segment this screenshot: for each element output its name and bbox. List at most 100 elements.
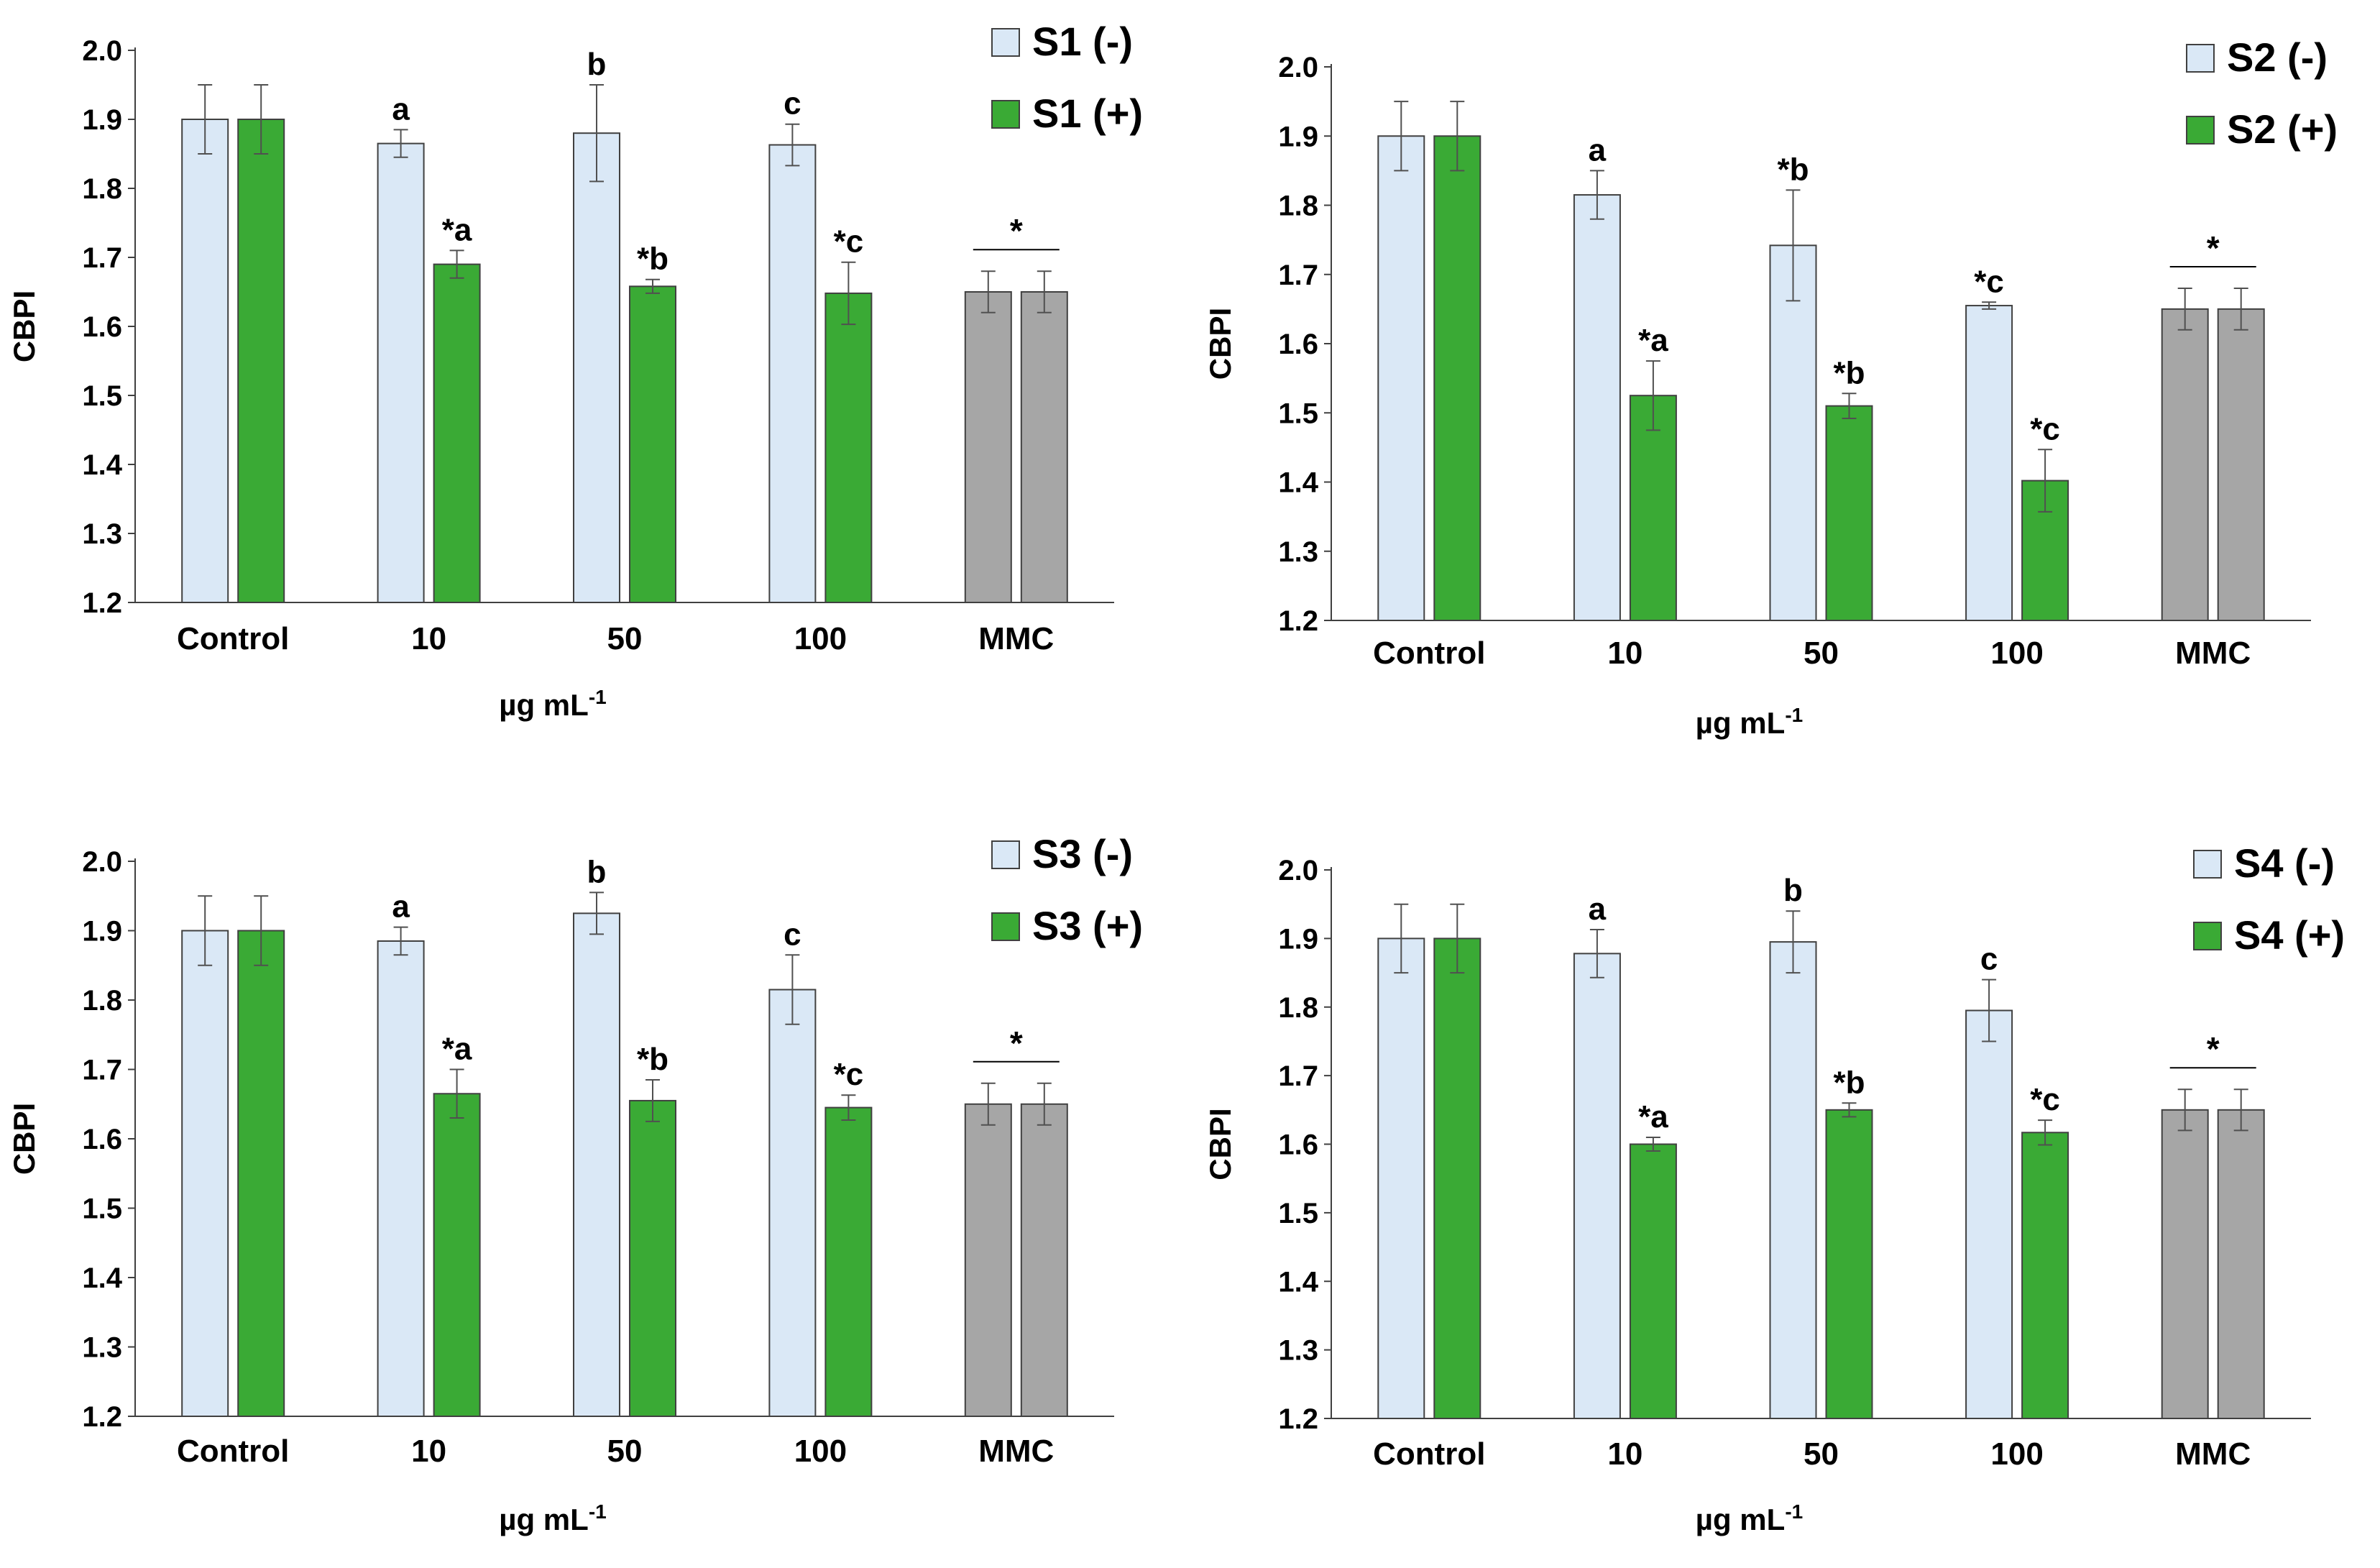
legend-swatch-plus bbox=[2186, 116, 2215, 145]
bar-s4-plus-control bbox=[1433, 937, 1481, 1419]
legend-swatch-minus bbox=[2186, 44, 2215, 73]
bar-s3-minus-50 bbox=[573, 912, 620, 1417]
significance-label: *c bbox=[1974, 264, 2004, 299]
y-tick-label: 1.7 bbox=[82, 1055, 122, 1086]
mmc-annotation: * bbox=[1010, 212, 1023, 249]
y-tick-label: 1.2 bbox=[82, 587, 122, 619]
x-tick-label: 10 bbox=[411, 1434, 446, 1469]
significance-label: a bbox=[1589, 891, 1607, 927]
y-tick-label: 2.0 bbox=[1278, 52, 1318, 83]
bar-s1-plus-100 bbox=[824, 292, 873, 603]
x-tick-label: 50 bbox=[1804, 636, 1839, 671]
x-axis-label-sup: -1 bbox=[1785, 704, 1803, 726]
bar-s3-minus-control bbox=[181, 930, 229, 1417]
bar-s3-plus-50 bbox=[629, 1099, 676, 1418]
legend-label: S3 (+) bbox=[1032, 903, 1143, 948]
y-tick-label: 1.7 bbox=[1278, 1060, 1318, 1092]
x-axis-label-base: µg mL bbox=[499, 688, 589, 722]
legend-label: S2 (-) bbox=[2227, 35, 2328, 80]
x-axis-label: µg mL-1 bbox=[1696, 704, 1803, 740]
y-tick-label: 1.2 bbox=[82, 1401, 122, 1433]
x-tick-label: Control bbox=[177, 621, 289, 656]
significance-label: *a bbox=[1638, 1099, 1668, 1134]
mmc-annotation: * bbox=[1010, 1024, 1023, 1062]
y-tick-label: 1.4 bbox=[1278, 467, 1318, 499]
bar-s4-plus-mmc bbox=[2217, 1109, 2265, 1419]
y-tick-label: 1.4 bbox=[1278, 1266, 1318, 1298]
bar-s4-plus-100 bbox=[2021, 1132, 2069, 1419]
bar-s4-minus-50 bbox=[1769, 941, 1817, 1420]
y-tick-label: 2.0 bbox=[82, 846, 122, 878]
bar-s1-minus-control bbox=[181, 119, 229, 603]
significance-label: *c bbox=[834, 224, 864, 260]
legend-swatch-minus bbox=[991, 28, 1020, 57]
y-axis-label: CBPI bbox=[7, 290, 41, 362]
y-tick-label: 1.5 bbox=[1278, 1198, 1318, 1229]
x-tick-label: Control bbox=[1373, 636, 1485, 671]
chart-panel-s3: 1.2 1.3 1.4 1.5 1.6 1.7 1.8 1.9 2.0 CBPI Control a *… bbox=[7, 831, 1143, 1536]
x-tick-label: 100 bbox=[1990, 636, 2043, 671]
y-tick-label: 1.5 bbox=[1278, 398, 1318, 429]
legend-swatch-minus bbox=[991, 840, 1020, 869]
significance-label: *b bbox=[637, 242, 668, 277]
x-tick-label: 50 bbox=[1804, 1436, 1839, 1472]
x-axis-label-sup: -1 bbox=[589, 686, 607, 708]
x-tick-label: MMC bbox=[978, 1434, 1054, 1469]
bar-s2-plus-control bbox=[1433, 135, 1481, 621]
y-tick-label: 1.5 bbox=[82, 380, 122, 412]
y-tick-label: 1.3 bbox=[1278, 536, 1318, 568]
bar-s3-plus-10 bbox=[433, 1093, 481, 1418]
x-tick-label: MMC bbox=[2175, 636, 2251, 671]
y-tick-label: 1.9 bbox=[82, 916, 122, 948]
significance-label: *a bbox=[442, 1032, 472, 1067]
x-tick-label: 10 bbox=[1607, 1436, 1642, 1472]
bar-s2-plus-50 bbox=[1825, 405, 1873, 621]
significance-label: *c bbox=[834, 1057, 864, 1092]
bar-s3-plus-100 bbox=[824, 1106, 873, 1417]
y-axis-label: CBPI bbox=[1203, 1108, 1237, 1180]
y-tick-label: 1.6 bbox=[82, 1124, 122, 1155]
x-tick-label: 100 bbox=[1990, 1436, 2043, 1472]
y-tick-label: 1.2 bbox=[1278, 605, 1318, 637]
y-tick-label: 2.0 bbox=[1278, 855, 1318, 886]
x-axis-label-base: µg mL bbox=[499, 1503, 589, 1536]
bar-s3-minus-100 bbox=[768, 989, 817, 1417]
y-tick-label: 1.8 bbox=[1278, 191, 1318, 222]
y-tick-label: 1.6 bbox=[1278, 1129, 1318, 1161]
bar-s4-minus-control bbox=[1377, 937, 1425, 1419]
bar-s1-plus-mmc bbox=[1020, 291, 1068, 603]
x-axis-label-base: µg mL bbox=[1696, 706, 1786, 740]
chart-panel-s2: 1.2 1.3 1.4 1.5 1.6 1.7 1.8 1.9 2.0 CBPI Control a *… bbox=[1203, 35, 2338, 740]
y-tick-label: 1.9 bbox=[1278, 923, 1318, 955]
bar-s4-minus-10 bbox=[1573, 953, 1621, 1420]
significance-label: *b bbox=[1834, 1065, 1865, 1100]
bar-s3-plus-control bbox=[237, 930, 285, 1417]
legend-label: S2 (+) bbox=[2227, 106, 2338, 152]
legend-label: S1 (-) bbox=[1032, 19, 1133, 64]
bar-s1-minus-10 bbox=[377, 142, 425, 604]
y-tick-label: 1.2 bbox=[1278, 1403, 1318, 1435]
y-tick-label: 1.8 bbox=[82, 173, 122, 205]
significance-label: a bbox=[1589, 132, 1607, 168]
y-tick-label: 1.4 bbox=[82, 1262, 122, 1294]
significance-label: c bbox=[784, 86, 801, 122]
bar-s2-plus-mmc bbox=[2217, 308, 2265, 621]
legend-swatch-minus bbox=[2193, 850, 2222, 879]
x-axis-label: µg mL-1 bbox=[499, 1500, 606, 1536]
legend-label: S1 (+) bbox=[1032, 91, 1143, 136]
bar-s2-minus-10 bbox=[1573, 194, 1621, 621]
significance-label: *b bbox=[1778, 152, 1809, 187]
significance-label: a bbox=[392, 889, 410, 925]
y-tick-label: 1.3 bbox=[1278, 1335, 1318, 1367]
bar-s4-plus-10 bbox=[1629, 1143, 1677, 1419]
significance-label: *b bbox=[1834, 355, 1865, 390]
x-tick-label: 100 bbox=[794, 621, 847, 656]
y-tick-label: 1.4 bbox=[82, 449, 122, 481]
x-tick-label: Control bbox=[1373, 1436, 1485, 1472]
significance-label: *c bbox=[2030, 411, 2060, 446]
x-axis-label-base: µg mL bbox=[1696, 1503, 1786, 1536]
x-tick-label: 100 bbox=[794, 1434, 847, 1469]
y-tick-label: 1.9 bbox=[1278, 121, 1318, 152]
bar-s1-minus-100 bbox=[768, 144, 817, 603]
